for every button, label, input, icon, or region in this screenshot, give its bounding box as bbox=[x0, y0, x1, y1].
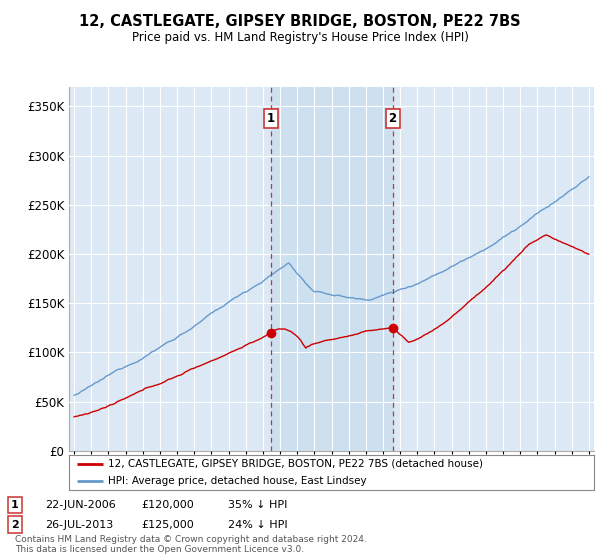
Text: 12, CASTLEGATE, GIPSEY BRIDGE, BOSTON, PE22 7BS: 12, CASTLEGATE, GIPSEY BRIDGE, BOSTON, P… bbox=[79, 14, 521, 29]
Text: This data is licensed under the Open Government Licence v3.0.: This data is licensed under the Open Gov… bbox=[15, 545, 304, 554]
Text: 2: 2 bbox=[389, 112, 397, 125]
Text: £125,000: £125,000 bbox=[141, 520, 194, 530]
Text: 22-JUN-2006: 22-JUN-2006 bbox=[45, 500, 116, 510]
Text: Contains HM Land Registry data © Crown copyright and database right 2024.: Contains HM Land Registry data © Crown c… bbox=[15, 535, 367, 544]
Text: 12, CASTLEGATE, GIPSEY BRIDGE, BOSTON, PE22 7BS (detached house): 12, CASTLEGATE, GIPSEY BRIDGE, BOSTON, P… bbox=[109, 459, 484, 469]
Text: 1: 1 bbox=[11, 500, 19, 510]
Bar bbox=[271, 87, 392, 451]
Text: 1: 1 bbox=[267, 112, 275, 125]
Text: 26-JUL-2013: 26-JUL-2013 bbox=[45, 520, 113, 530]
Text: 35% ↓ HPI: 35% ↓ HPI bbox=[228, 500, 287, 510]
Text: £120,000: £120,000 bbox=[141, 500, 194, 510]
Text: 2: 2 bbox=[11, 520, 19, 530]
Text: 24% ↓ HPI: 24% ↓ HPI bbox=[228, 520, 287, 530]
Text: Price paid vs. HM Land Registry's House Price Index (HPI): Price paid vs. HM Land Registry's House … bbox=[131, 31, 469, 44]
Text: HPI: Average price, detached house, East Lindsey: HPI: Average price, detached house, East… bbox=[109, 477, 367, 486]
